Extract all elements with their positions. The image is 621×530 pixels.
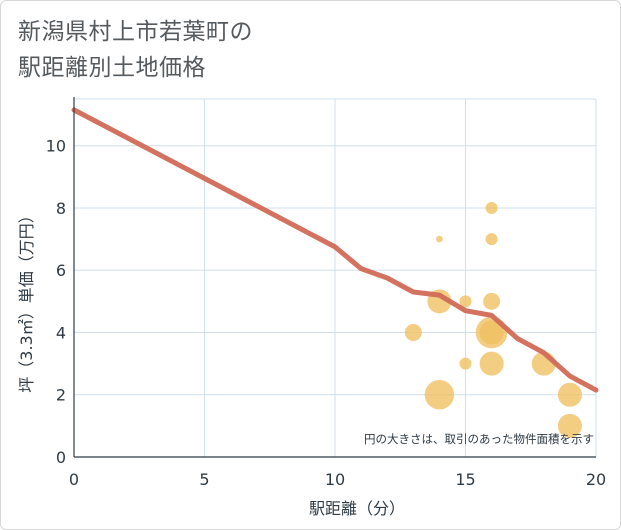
x-tick-label: 15 — [455, 470, 475, 489]
bubble-point — [485, 201, 498, 214]
bubble-point — [424, 380, 455, 410]
y-tick-label: 0 — [56, 448, 66, 467]
bubble-point — [436, 235, 443, 243]
x-tick-label: 10 — [325, 470, 345, 489]
axes — [73, 97, 596, 458]
bubble-point — [479, 351, 504, 376]
bubble-point — [485, 233, 498, 246]
trend-line — [71, 107, 599, 393]
x-tick-label: 20 — [586, 470, 606, 489]
grid — [74, 98, 597, 457]
chart-title-line2: 駅距離別土地価格 — [18, 55, 206, 81]
bubble-point — [483, 292, 501, 310]
x-tick-label: 0 — [69, 470, 79, 489]
y-tick-label: 6 — [56, 261, 66, 280]
y-axis-label: 坪（3.3㎡）単価（万円） — [17, 207, 36, 392]
chart-title: 新潟県村上市若葉町の 駅距離別土地価格 — [18, 14, 253, 86]
x-tick-label: 5 — [199, 470, 209, 489]
bubble-point — [404, 323, 422, 341]
y-tick-label: 10 — [46, 137, 66, 156]
x-axis-label: 駅距離（分） — [309, 499, 405, 518]
bubbles — [404, 201, 582, 438]
chart-title-line1: 新潟県村上市若葉町の — [18, 19, 253, 45]
bubble-point — [459, 295, 472, 308]
bubble-point — [479, 320, 504, 345]
y-tick-label: 2 — [56, 386, 66, 405]
y-tick-label: 4 — [56, 323, 66, 342]
y-tick-label: 8 — [56, 199, 66, 218]
trend-line-group — [71, 107, 599, 393]
tick-labels: 0 5 10 15 20 0 2 4 6 8 10 — [46, 137, 607, 489]
bubble-point — [557, 382, 582, 407]
bubble-size-note: 円の大きさは、取引のあった物件面積を示す — [364, 432, 594, 446]
bubble-point — [557, 413, 582, 438]
bubble-point — [459, 357, 472, 370]
